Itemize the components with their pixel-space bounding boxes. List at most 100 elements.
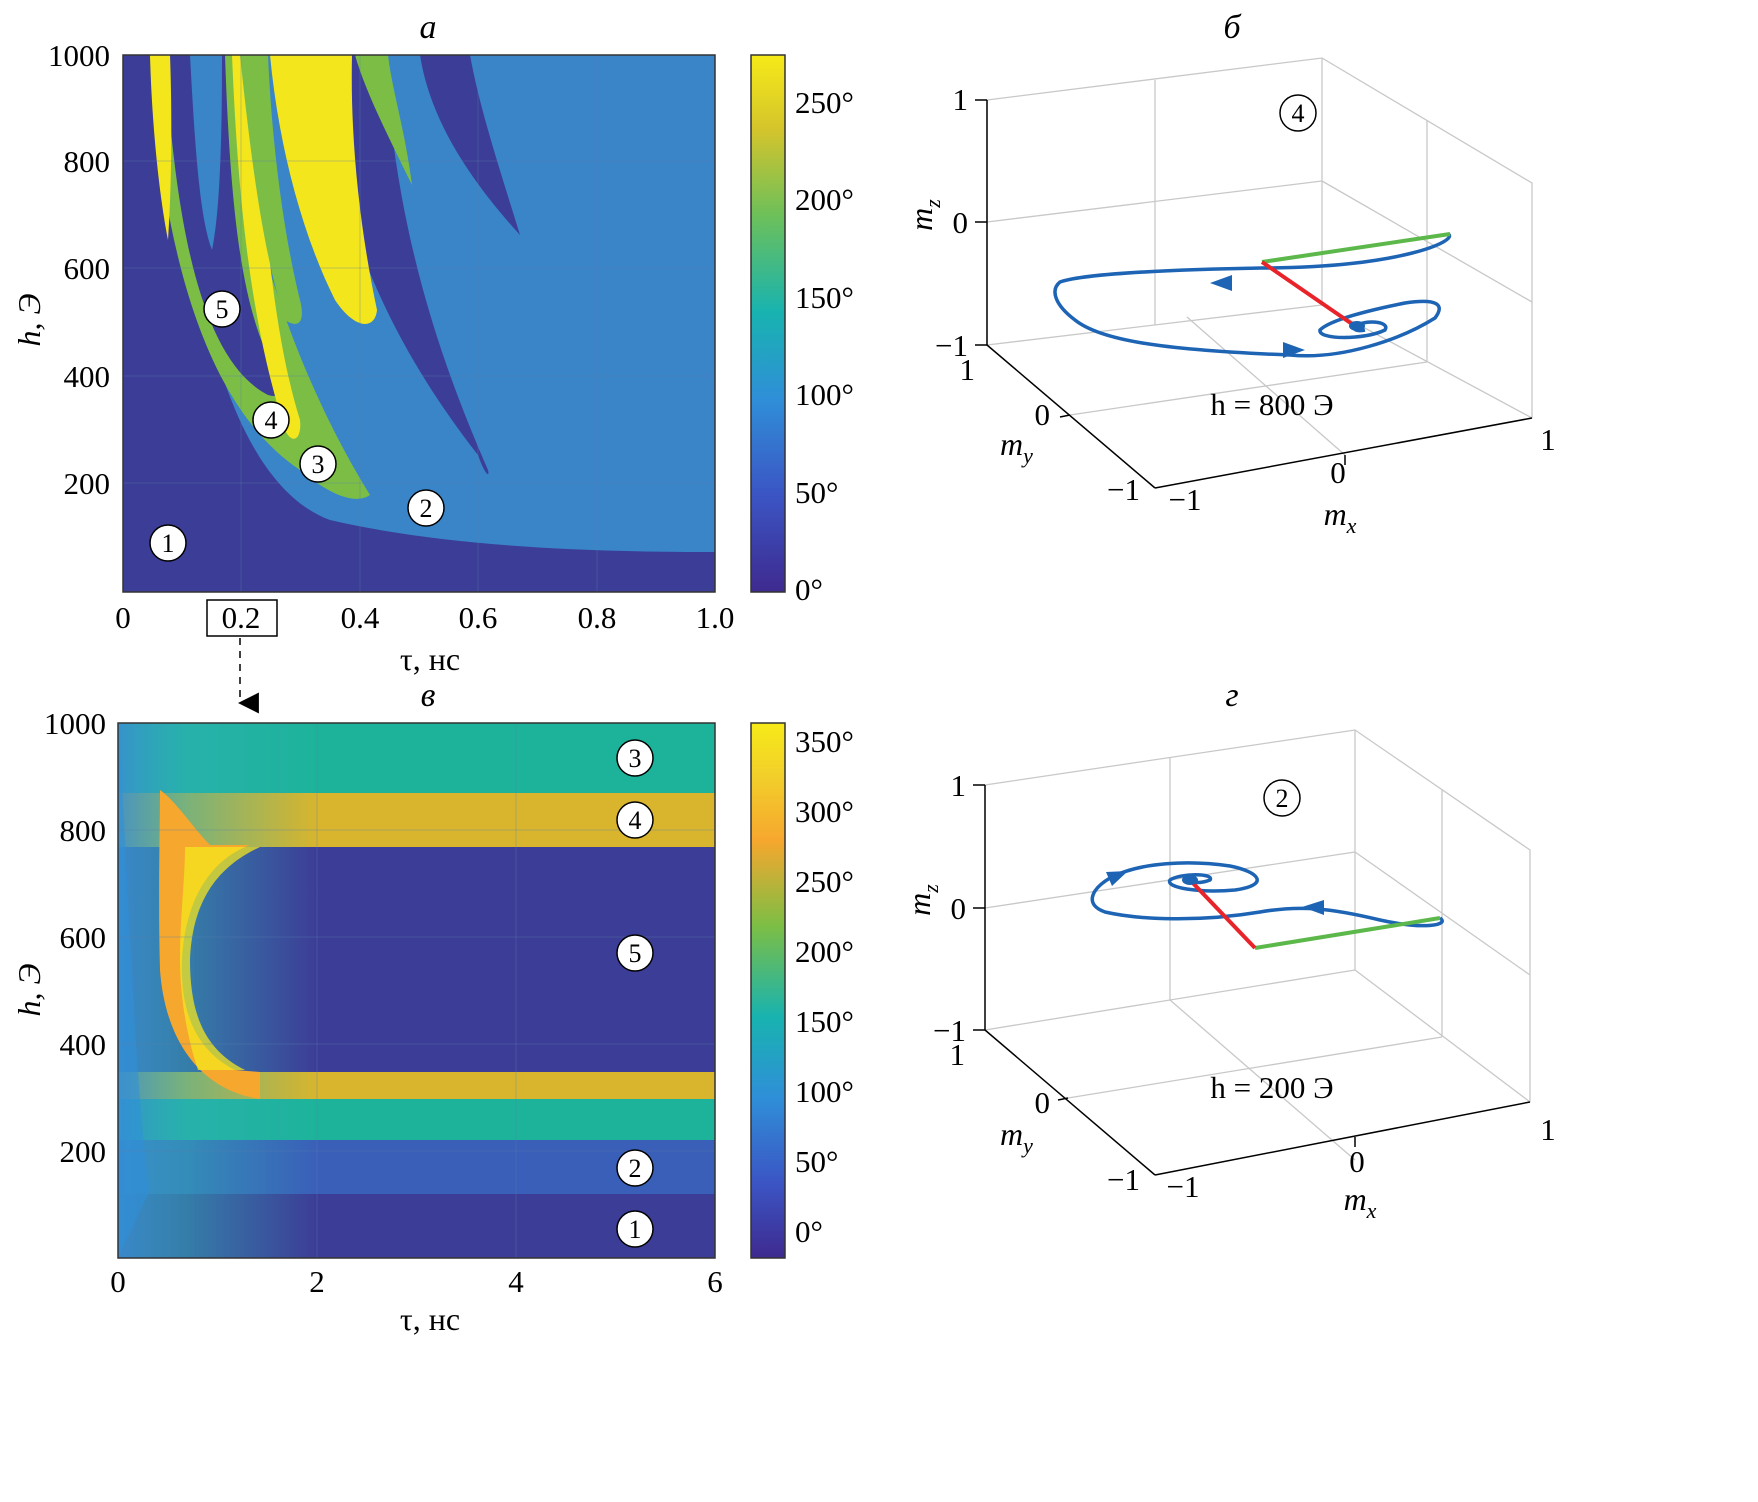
a-marker-2: 2 — [407, 489, 445, 527]
highlight-box-0.2 — [206, 599, 278, 637]
c-marker-1: 1 — [616, 1210, 654, 1248]
panel-d-arrow-2 — [1106, 871, 1128, 886]
a-ytick-1000: 1000 — [48, 38, 110, 73]
panel-b-arrow-2 — [1283, 342, 1305, 358]
a-xtick-0.6: 0.6 — [459, 600, 498, 635]
cb-c-100: 100° — [795, 1074, 854, 1109]
a-xtick-0.8: 0.8 — [578, 600, 617, 635]
c-xtick-6: 6 — [707, 1264, 723, 1299]
panel-d-marker: 2 — [1263, 779, 1301, 817]
svg-text:2: 2 — [629, 1154, 642, 1183]
a-ytick-200: 200 — [64, 466, 111, 501]
panel-b-ylabel: my — [1000, 426, 1033, 468]
panel-d-green-vector — [1254, 916, 1441, 950]
panel-b-arrow-1 — [1210, 275, 1232, 291]
svg-text:3: 3 — [312, 450, 325, 479]
a-xtick-0: 0 — [115, 600, 131, 635]
c-xtick-0: 0 — [110, 1264, 126, 1299]
d-ztick-0: 0 — [951, 891, 967, 926]
heatmap-a-blue-tongue — [190, 55, 222, 250]
c-marker-4: 4 — [616, 801, 654, 839]
d-ytick-0: 0 — [1035, 1085, 1051, 1120]
cb-c-200: 200° — [795, 934, 854, 969]
b-ztick-m1: −1 — [935, 328, 968, 363]
panel-c-yticks: 200 400 600 800 1000 — [44, 706, 106, 1169]
cb-a-200: 200° — [795, 182, 854, 217]
b-xtick-m1: −1 — [1169, 482, 1202, 517]
cb-c-150: 150° — [795, 1004, 854, 1039]
c-ytick-1000: 1000 — [44, 706, 106, 741]
panel-b-axes — [975, 99, 1533, 489]
cb-a-250: 250° — [795, 85, 854, 120]
panel-b-trajectory — [1053, 232, 1452, 358]
transition-yellow — [180, 847, 260, 1070]
cb-c-50: 50° — [795, 1144, 838, 1179]
heatmap-a-frame — [122, 54, 716, 593]
panel-d-axes — [973, 784, 1531, 1176]
panel-a-title: а — [420, 9, 437, 46]
svg-text:3: 3 — [629, 744, 642, 773]
cb-c-300: 300° — [795, 794, 854, 829]
d-xtick-1: 1 — [1540, 1112, 1556, 1147]
heatmap-a-grid — [123, 55, 715, 592]
cb-a-0: 0° — [795, 572, 823, 607]
panel-b-annotation: h = 800 Э — [1210, 387, 1333, 422]
b-ytick-0: 0 — [1035, 397, 1051, 432]
c-ytick-200: 200 — [60, 1134, 107, 1169]
a-marker-1: 1 — [149, 524, 187, 562]
panel-b: б 1 0 −1 — [903, 9, 1556, 538]
panel-b-zlabel: mz — [903, 199, 945, 231]
panel-d-trajectory — [1090, 861, 1444, 928]
panel-a-ylabel: h, Э — [11, 293, 47, 346]
cb-a-50: 50° — [795, 475, 838, 510]
b-xtick-0: 0 — [1330, 455, 1346, 490]
panel-b-xlabel: mx — [1324, 496, 1357, 538]
a-ytick-600: 600 — [64, 251, 111, 286]
a-marker-3: 3 — [299, 445, 337, 483]
a-xtick-1.0: 1.0 — [696, 600, 735, 635]
panel-c-markers: 3 4 5 2 1 — [616, 739, 654, 1248]
panel-d-xlabel: mx — [1344, 1181, 1377, 1223]
panel-a: а — [11, 9, 854, 714]
svg-text:1: 1 — [629, 1215, 642, 1244]
svg-text:4: 4 — [265, 406, 278, 435]
cb-a-100: 100° — [795, 377, 854, 412]
panel-a-markers: 1 2 3 4 5 — [149, 290, 445, 562]
panel-b-center-point — [1349, 321, 1365, 331]
colorbar-a — [750, 54, 786, 593]
panel-d-center-point — [1182, 875, 1198, 885]
panel-d-xticks: −1 0 1 — [1167, 1112, 1556, 1204]
heatmap-c — [118, 723, 715, 1258]
b-ztick-1: 1 — [953, 82, 969, 117]
panel-b-title: б — [1223, 9, 1242, 46]
c-marker-3: 3 — [616, 739, 654, 777]
heatmap-a-yellow-thin — [232, 55, 301, 439]
d-ztick-m1: −1 — [933, 1013, 966, 1048]
c-xtick-4: 4 — [508, 1264, 524, 1299]
panel-a-yticks: 200 400 600 800 1000 — [48, 38, 110, 501]
panel-d-title: г — [1225, 677, 1238, 714]
b-ytick-1: 1 — [960, 352, 976, 387]
svg-text:5: 5 — [216, 295, 229, 324]
svg-text:1: 1 — [162, 529, 175, 558]
heatmap-a — [123, 55, 715, 592]
panel-d-arrow-1 — [1302, 900, 1324, 915]
heatmap-a-green-top — [355, 55, 412, 185]
a-marker-4: 4 — [252, 401, 290, 439]
b-ytick-m1: −1 — [1107, 472, 1140, 507]
a-xtick-0.4: 0.4 — [341, 600, 380, 635]
c-marker-2: 2 — [616, 1149, 654, 1187]
d-ytick-m1: −1 — [1107, 1162, 1140, 1197]
panel-c-ylabel: h, Э — [11, 963, 47, 1016]
panel-d-annotation: h = 200 Э — [1210, 1070, 1333, 1105]
panel-c: в 200 — [11, 677, 854, 1337]
d-ztick-1: 1 — [951, 768, 967, 803]
panel-b-zticks: 1 0 −1 — [935, 82, 968, 363]
a-ytick-400: 400 — [64, 359, 111, 394]
d-xtick-0: 0 — [1349, 1144, 1365, 1179]
transition-fade — [118, 723, 318, 1258]
heatmap-c-frame — [117, 722, 716, 1259]
panel-a-xticks: 0 0.2 0.4 0.6 0.8 1.0 — [115, 600, 734, 635]
cb-c-250: 250° — [795, 864, 854, 899]
heatmap-c-grid — [118, 723, 715, 1258]
